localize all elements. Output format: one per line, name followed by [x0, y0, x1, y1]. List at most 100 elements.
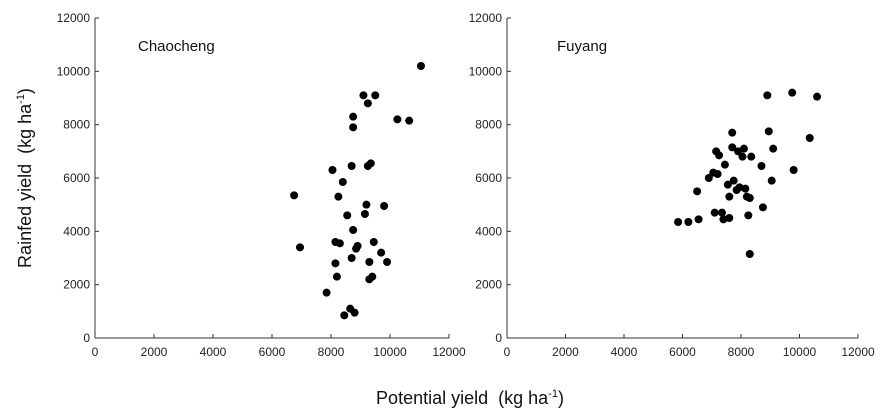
data-point — [725, 192, 734, 201]
data-point — [728, 143, 737, 152]
y-tick-label: 8000 — [63, 118, 90, 132]
data-point — [322, 288, 331, 297]
data-point — [360, 210, 369, 218]
data-point — [331, 259, 340, 268]
data-point — [347, 254, 356, 262]
data-point — [728, 128, 737, 137]
data-point — [347, 162, 356, 170]
data-point — [369, 238, 378, 246]
data-point — [813, 92, 822, 101]
panel-chaocheng: 0 2000 4000 6000 8000 10000 12000 0 2000 4000 6000… — [57, 11, 466, 359]
x-tick-label: 12000 — [432, 345, 466, 359]
data-point — [350, 308, 359, 317]
data-point — [739, 144, 748, 153]
x-tick-label: 8000 — [728, 345, 755, 359]
data-point — [334, 192, 343, 201]
y-tick-label: 10000 — [57, 64, 91, 78]
data-point — [769, 144, 778, 153]
y-tick-label: 2000 — [63, 278, 90, 292]
data-point — [349, 123, 358, 132]
data-point — [366, 159, 375, 168]
x-tick-label: 6000 — [669, 345, 696, 359]
y-tick-label: 8000 — [475, 118, 502, 132]
data-point — [338, 178, 347, 186]
data-point — [365, 258, 374, 266]
data-point — [349, 226, 358, 234]
data-point — [713, 170, 722, 178]
panel-title: Chaocheng — [138, 38, 215, 55]
data-point — [723, 180, 732, 189]
data-point — [745, 250, 754, 258]
y-tick-label: 6000 — [63, 171, 90, 185]
data-point — [674, 218, 683, 226]
x-tick-label: 4000 — [200, 345, 227, 359]
y-axis-title: Rainfed yield (kg ha-1) — [15, 88, 35, 268]
y-tick-label: 12000 — [57, 11, 91, 25]
data-point — [290, 191, 299, 200]
x-tick-label: 6000 — [259, 345, 286, 359]
y-tick-label: 0 — [83, 331, 90, 345]
x-tick-label: 0 — [504, 345, 511, 359]
data-point — [764, 127, 773, 136]
data-point — [362, 200, 371, 209]
data-point — [335, 239, 344, 248]
data-point — [416, 62, 425, 70]
x-tick-label: 8000 — [318, 345, 345, 359]
y-tick-label: 2000 — [475, 278, 502, 292]
data-point — [738, 152, 747, 161]
x-tick-label: 12000 — [841, 345, 875, 359]
x-tick-label: 0 — [92, 345, 99, 359]
data-point — [328, 166, 337, 174]
data-point — [788, 88, 797, 97]
data-point — [684, 218, 693, 226]
data-point — [704, 174, 713, 182]
x-tick-label: 10000 — [373, 345, 407, 359]
data-point — [710, 208, 719, 217]
data-point — [377, 248, 386, 257]
panel-title: Fuyang — [557, 38, 607, 55]
data-point — [720, 160, 729, 169]
y-tick-label: 0 — [495, 331, 502, 345]
data-point — [715, 151, 724, 160]
data-point — [359, 91, 368, 100]
data-point — [741, 184, 750, 193]
data-point — [693, 187, 702, 196]
y-tick-label: 6000 — [475, 171, 502, 185]
data-point — [353, 242, 362, 250]
data-point — [757, 162, 766, 170]
data-point — [368, 272, 377, 281]
x-tick-label: 2000 — [552, 345, 579, 359]
data-point — [763, 91, 772, 100]
data-point — [694, 215, 703, 224]
data-point — [349, 112, 358, 121]
data-point — [744, 211, 753, 220]
data-point — [767, 176, 776, 185]
x-tick-label: 2000 — [141, 345, 168, 359]
data-point — [789, 166, 798, 174]
data-point — [340, 311, 349, 320]
y-tick-label: 4000 — [63, 224, 90, 238]
data-point — [343, 211, 352, 220]
data-point — [747, 152, 756, 161]
x-tick-label: 4000 — [611, 345, 638, 359]
data-point — [717, 208, 726, 217]
data-point — [758, 203, 767, 212]
y-tick-label: 4000 — [475, 224, 502, 238]
y-tick-label: 12000 — [469, 11, 503, 25]
data-point — [745, 194, 754, 202]
data-point — [332, 272, 341, 281]
data-point — [296, 243, 305, 252]
data-point — [363, 99, 372, 108]
data-point — [725, 214, 734, 222]
data-point — [380, 202, 389, 210]
data-point — [371, 91, 380, 100]
x-axis-title: Potential yield (kg ha-1) — [376, 388, 564, 408]
y-tick-label: 10000 — [469, 64, 503, 78]
data-point — [393, 115, 402, 124]
panel-fuyang: 0 2000 4000 6000 8000 10000 12000 0 2000 4000 6000… — [469, 11, 875, 359]
data-point — [383, 258, 392, 266]
data-point — [729, 176, 738, 185]
data-point — [805, 134, 814, 142]
x-tick-label: 10000 — [783, 345, 817, 359]
